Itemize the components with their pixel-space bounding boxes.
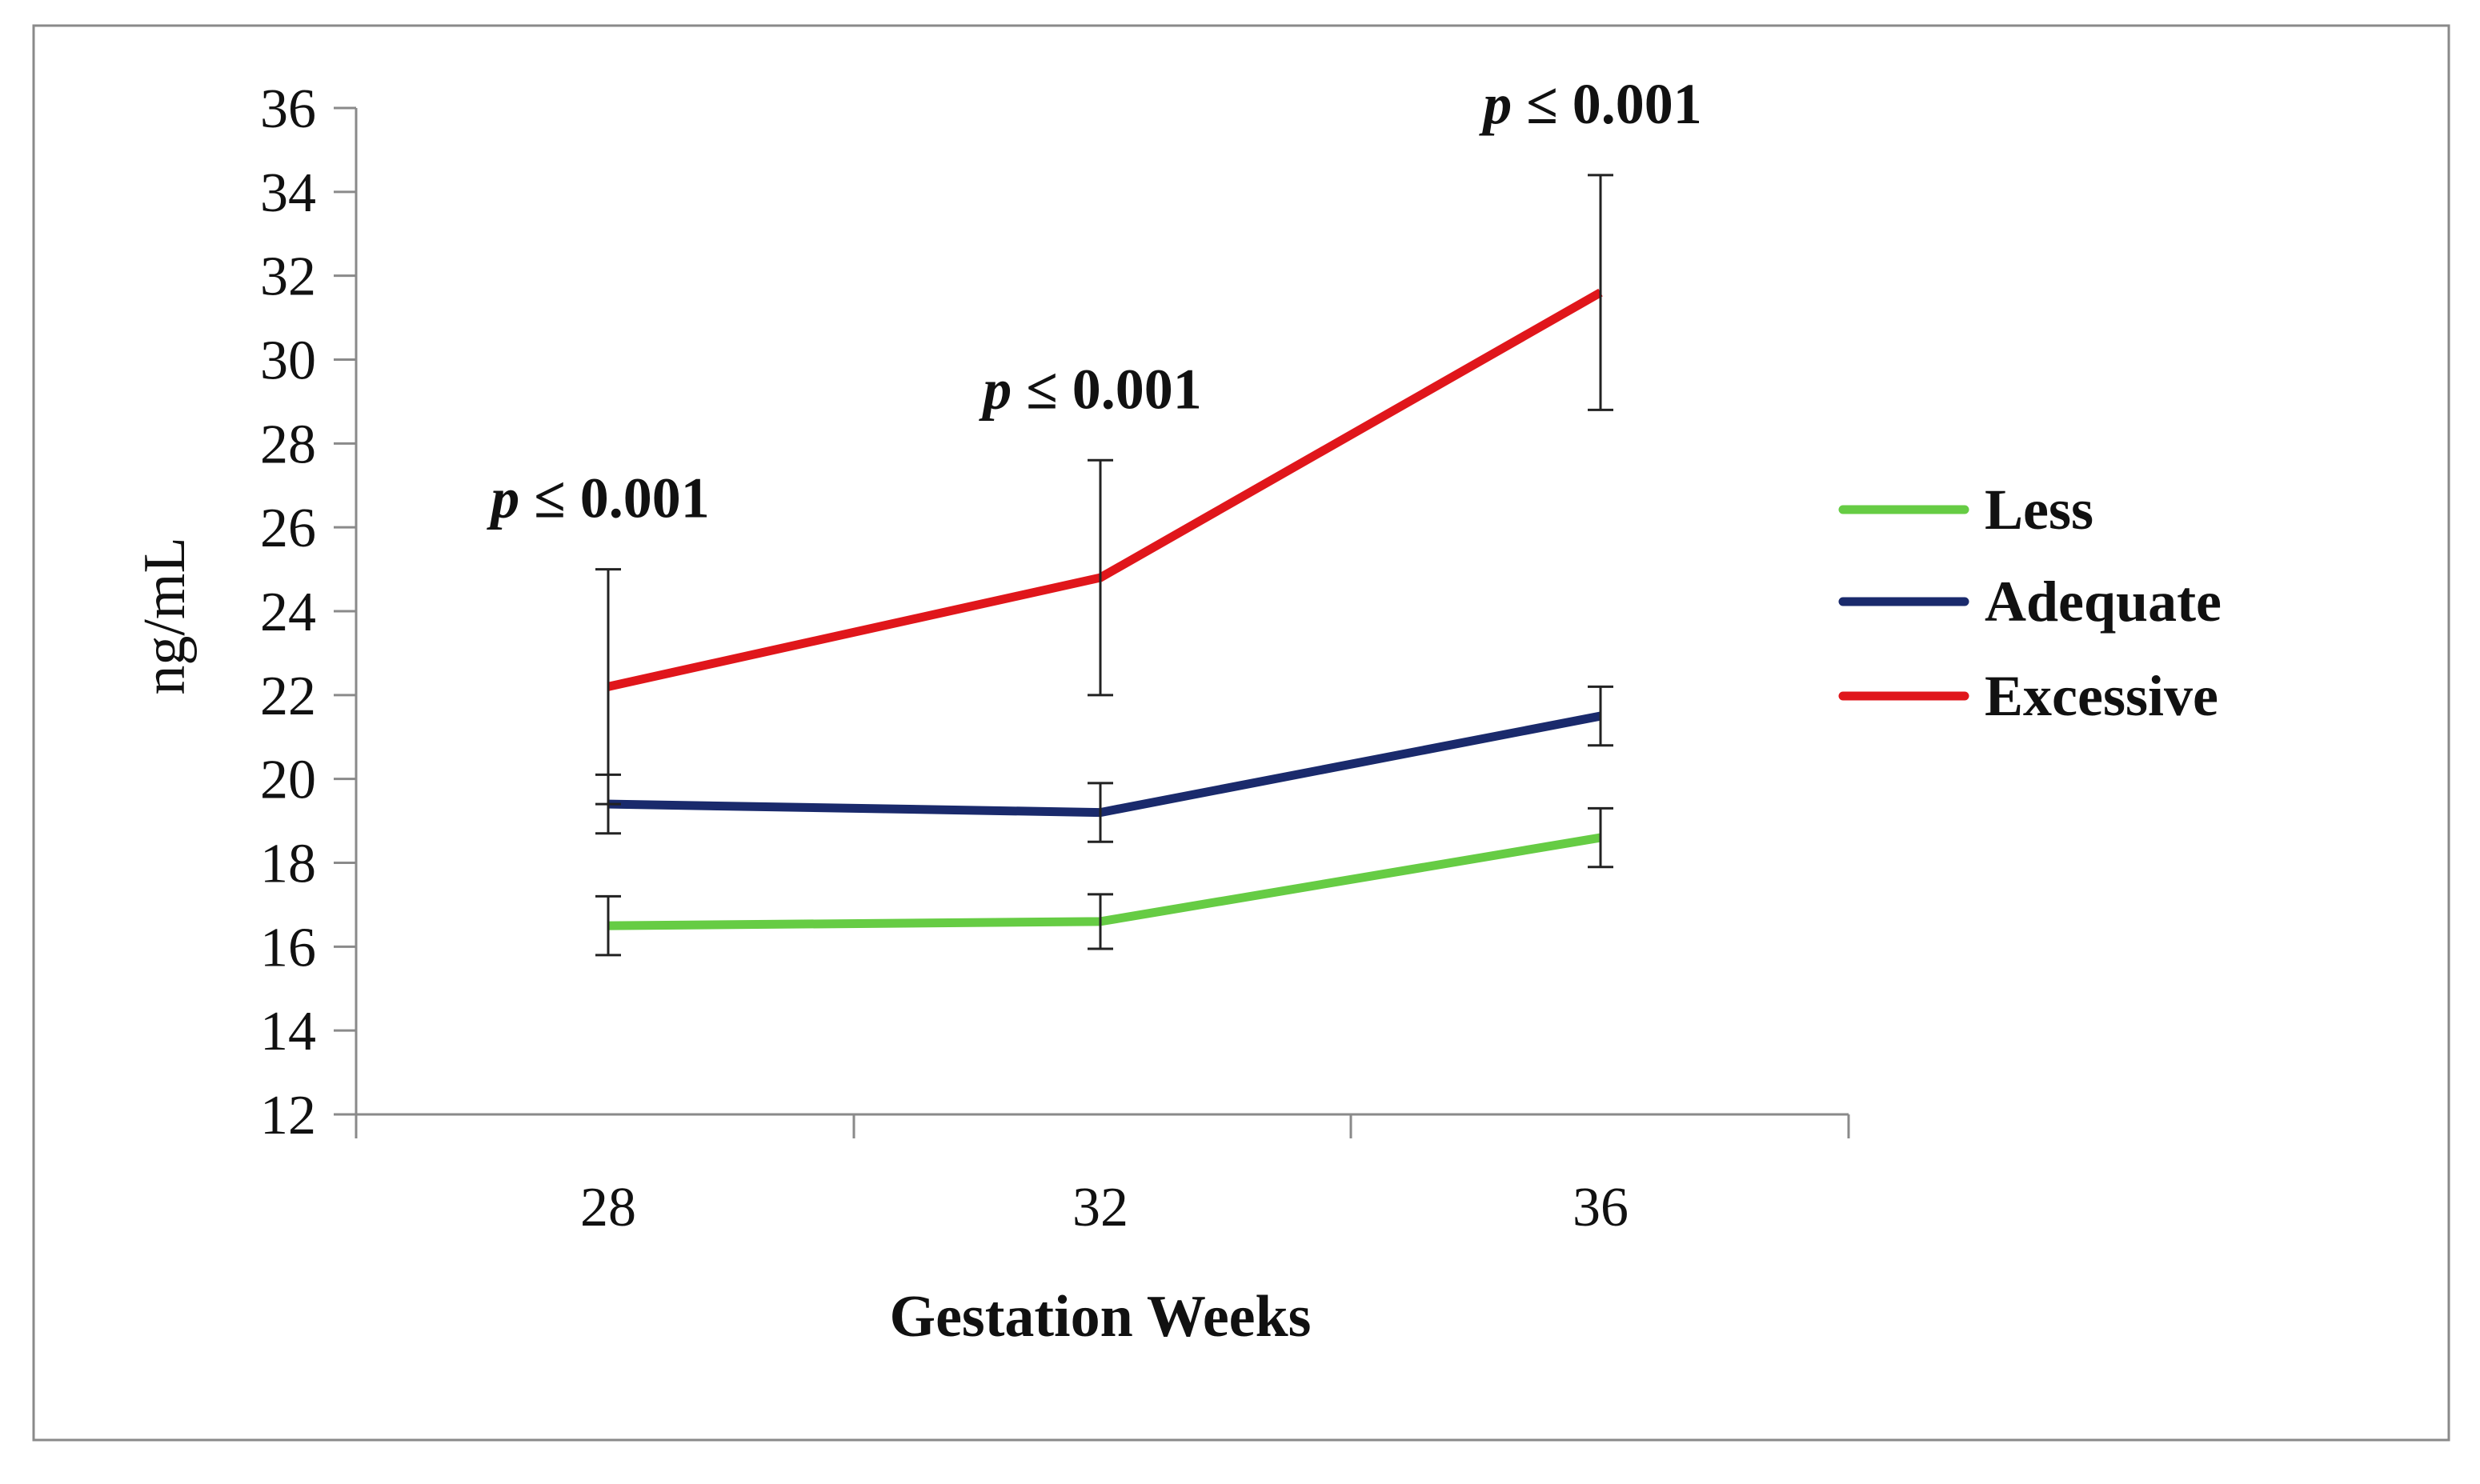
x-tick-label: 32 [1072, 1177, 1128, 1238]
p-value-annotation: p ≤ 0.001 [486, 466, 710, 530]
y-tick-label: 14 [260, 1001, 316, 1062]
x-tick-label: 28 [580, 1177, 636, 1238]
y-tick-label: 18 [260, 834, 316, 895]
p-value-text: ≤ 0.001 [1012, 357, 1202, 421]
p-symbol: p [486, 466, 519, 530]
p-value-annotation: p ≤ 0.001 [1478, 72, 1702, 136]
y-tick-label: 34 [260, 162, 316, 224]
legend-label: Less [1985, 478, 2093, 542]
y-tick-label: 26 [260, 498, 316, 559]
y-tick-label: 30 [260, 330, 316, 392]
y-tick-label: 24 [260, 582, 316, 643]
p-symbol: p [978, 357, 1012, 421]
p-value-text: ≤ 0.001 [1512, 72, 1702, 136]
x-axis-title: Gestation Weeks [890, 1284, 1312, 1350]
y-tick-label: 12 [260, 1085, 316, 1146]
y-tick-label: 20 [260, 750, 316, 811]
y-tick-label: 16 [260, 917, 316, 978]
x-tick-label: 36 [1573, 1177, 1629, 1238]
p-value-annotation: p ≤ 0.001 [978, 357, 1202, 421]
y-tick-label: 32 [260, 246, 316, 308]
p-value-text: ≤ 0.001 [519, 466, 710, 530]
y-tick-label: 28 [260, 414, 316, 475]
y-tick-label: 22 [260, 666, 316, 727]
legend-label: Adequate [1985, 570, 2222, 634]
legend-label: Excessive [1985, 664, 2218, 728]
y-tick-label: 36 [260, 78, 316, 140]
y-axis-title: ng/mL [132, 537, 198, 694]
chart-frame [34, 26, 2449, 1440]
p-symbol: p [1478, 72, 1512, 136]
